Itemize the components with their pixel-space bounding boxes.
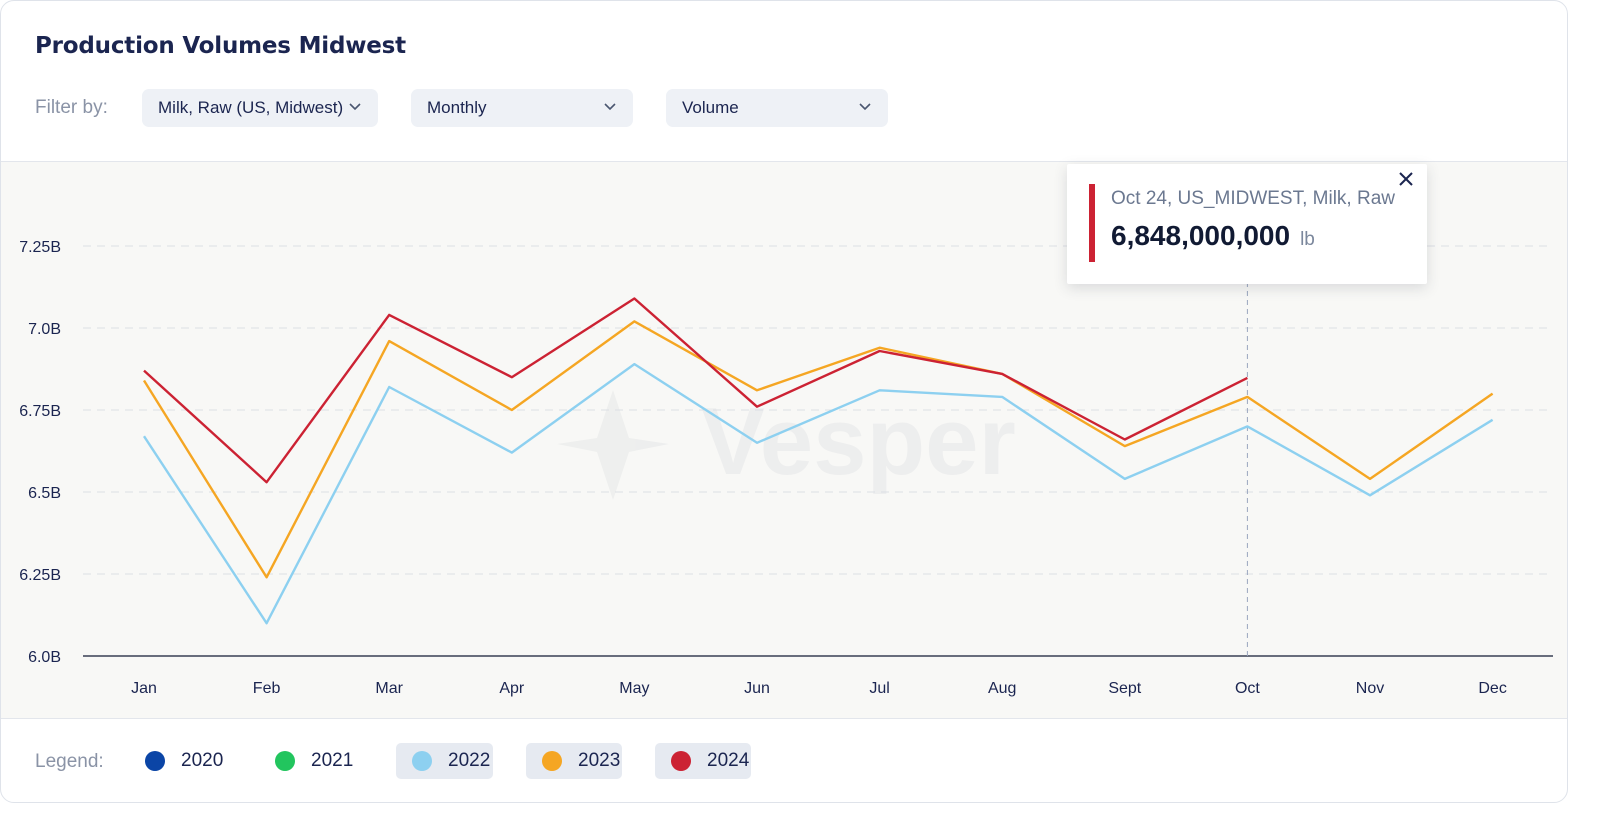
x-tick-label: May xyxy=(619,680,649,697)
frequency-select-value: Monthly xyxy=(427,98,487,117)
tooltip-value: 6,848,000,000 xyxy=(1111,220,1291,251)
page-title: Production Volumes Midwest xyxy=(35,33,406,59)
tooltip-value-row: 6,848,000,000 lb xyxy=(1111,220,1315,252)
line-chart: Vesper 6.0B 6.25B 6.5B 6.75B 7.0B 7.25B Jan Feb M… xyxy=(19,239,1553,697)
series-line-2023 xyxy=(142,320,1494,579)
legend-item-2020[interactable]: 2020 xyxy=(129,743,237,779)
legend-dot xyxy=(275,751,295,771)
legend-dot xyxy=(145,751,165,771)
production-volumes-card: Production Volumes Midwest Filter by: Mi… xyxy=(0,0,1568,803)
legend-item-label: 2021 xyxy=(311,750,354,771)
legend-item-label: 2023 xyxy=(578,750,621,771)
y-tick-label: 6.5B xyxy=(28,485,61,502)
tooltip-unit: lb xyxy=(1300,229,1315,250)
legend-item-label: 2024 xyxy=(707,750,750,771)
watermark-logo xyxy=(557,390,669,500)
chevron-down-icon xyxy=(349,103,361,111)
y-tick-label: 6.0B xyxy=(28,649,61,666)
data-tooltip: Oct 24, US_MIDWEST, Milk, Raw 6,848,000,… xyxy=(1067,164,1427,284)
y-tick-label: 7.25B xyxy=(19,239,61,256)
chevron-down-icon xyxy=(859,103,871,111)
y-tick-label: 6.25B xyxy=(19,567,61,584)
close-icon[interactable] xyxy=(1397,170,1415,188)
watermark-text: Vesper xyxy=(701,388,1016,495)
x-tick-label: Aug xyxy=(988,680,1016,697)
legend-dot xyxy=(412,751,432,771)
legend-dot xyxy=(542,751,562,771)
x-tick-label: Sept xyxy=(1108,680,1141,697)
x-tick-label: Oct xyxy=(1235,680,1260,697)
filter-label: Filter by: xyxy=(35,97,108,118)
x-tick-label: Jan xyxy=(131,680,157,697)
x-tick-label: Apr xyxy=(499,680,525,697)
frequency-select[interactable]: Monthly xyxy=(411,89,633,127)
y-tick-label: 6.75B xyxy=(19,403,61,420)
tooltip-title: Oct 24, US_MIDWEST, Milk, Raw xyxy=(1111,188,1395,209)
x-tick-label: Jul xyxy=(869,680,889,697)
x-tick-label: Feb xyxy=(253,680,281,697)
tooltip-series-marker xyxy=(1089,184,1095,262)
metric-select[interactable]: Volume xyxy=(666,89,888,127)
metric-select-value: Volume xyxy=(682,98,739,117)
x-tick-label: Mar xyxy=(375,680,403,697)
legend-item-2021[interactable]: 2021 xyxy=(259,743,367,779)
product-select-value: Milk, Raw (US, Midwest) xyxy=(158,98,344,117)
legend-item-label: 2022 xyxy=(448,750,491,771)
y-tick-label: 7.0B xyxy=(28,321,61,338)
x-tick-label: Nov xyxy=(1356,680,1384,697)
legend-dot xyxy=(671,751,691,771)
x-tick-label: Jun xyxy=(744,680,770,697)
series-line-2022 xyxy=(142,362,1494,625)
series-line-2024 xyxy=(143,297,1248,484)
chevron-down-icon xyxy=(604,103,616,111)
watermark: Vesper xyxy=(557,388,1016,500)
x-tick-label: Dec xyxy=(1478,680,1506,697)
legend-label: Legend: xyxy=(35,751,104,772)
legend-item-2023[interactable]: 2023 xyxy=(526,743,622,779)
legend-item-label: 2020 xyxy=(181,750,224,771)
legend-item-2022[interactable]: 2022 xyxy=(396,743,493,779)
legend-item-2024[interactable]: 2024 xyxy=(655,743,751,779)
product-select[interactable]: Milk, Raw (US, Midwest) xyxy=(142,89,378,127)
